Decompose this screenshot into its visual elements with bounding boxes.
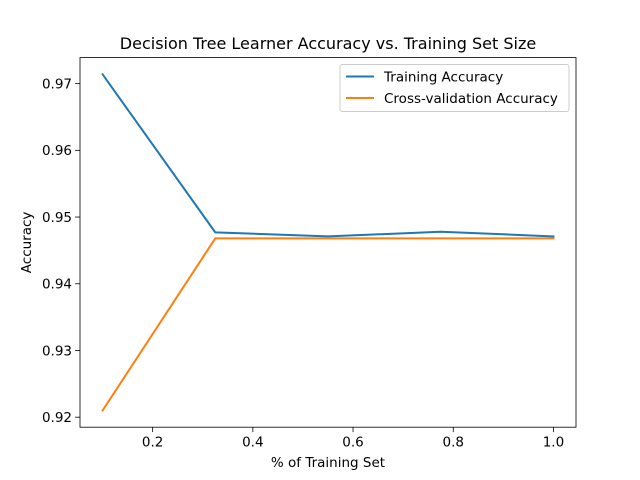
x-axis: 0.2 0.4 0.6 0.8 1.0: [142, 427, 564, 451]
x-tick-label: 1.0: [543, 435, 564, 451]
plot-area: [79, 57, 577, 428]
legend-label: Training Accuracy: [383, 69, 503, 85]
x-tick-label: 0.2: [142, 435, 163, 451]
series-line-training-accuracy: [101, 72, 555, 238]
y-axis-label: Accuracy: [19, 212, 35, 274]
legend-box: [339, 64, 570, 112]
x-tick-label: 0.4: [242, 435, 263, 451]
y-axis: 0.92 0.93 0.94 0.95 0.96 0.97: [42, 76, 80, 426]
legend-label: Cross-validation Accuracy: [384, 91, 558, 107]
legend: Training Accuracy Cross-validation Accura…: [339, 64, 570, 112]
x-tick-label: 0.8: [443, 435, 464, 451]
data-series: [101, 72, 555, 412]
y-tick-label: 0.95: [42, 210, 72, 226]
y-tick-label: 0.97: [42, 76, 72, 92]
x-axis-label: % of Training Set: [271, 455, 385, 471]
y-tick-label: 0.92: [42, 410, 72, 426]
y-tick-label: 0.96: [42, 143, 72, 159]
chart-title: Decision Tree Learner Accuracy vs. Train…: [120, 34, 536, 53]
y-tick-label: 0.93: [42, 343, 72, 359]
y-tick-label: 0.94: [42, 277, 72, 293]
series-line-cross-validation-accuracy: [101, 237, 555, 412]
x-tick-label: 0.6: [342, 435, 363, 451]
